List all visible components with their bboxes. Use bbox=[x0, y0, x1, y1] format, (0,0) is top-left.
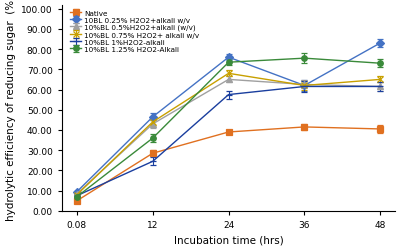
Y-axis label: hydrolytic efficiency of reducing sugar  (%): hydrolytic efficiency of reducing sugar … bbox=[6, 0, 16, 220]
X-axis label: Incubation time (hrs): Incubation time (hrs) bbox=[174, 234, 284, 244]
Legend: Native, 10BL 0.25% H2O2+alkali w/v, 10%BL 0.5%H2O2+alkali (w/v), 10%BL 0.75% H2O: Native, 10BL 0.25% H2O2+alkali w/v, 10%B… bbox=[69, 9, 200, 54]
